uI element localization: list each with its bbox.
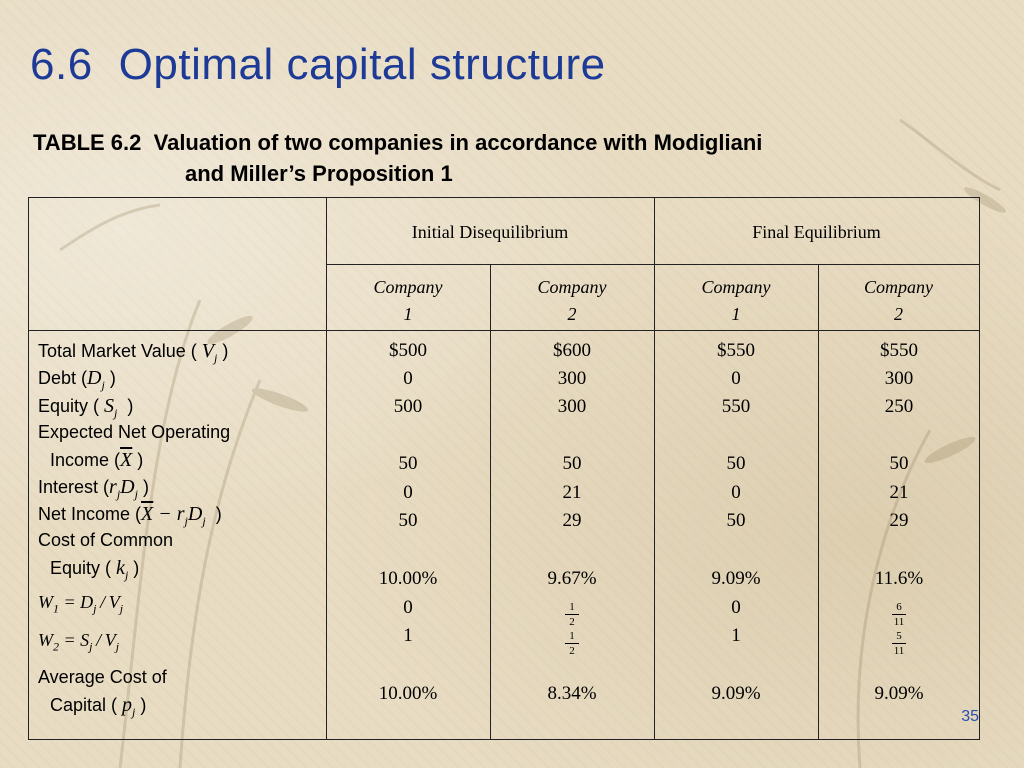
cell-w1: 0 xyxy=(731,597,741,618)
symbol-dj: Dj xyxy=(87,367,105,392)
cell-cost-equity: 9.09% xyxy=(711,568,761,589)
row-label-average-cost: Average Cost of xyxy=(38,667,167,687)
company-name: Company xyxy=(537,277,607,297)
table-divider xyxy=(326,264,979,265)
cell-interest: 21 xyxy=(889,482,909,503)
row-label-cost-equity: Equity ( kj ) xyxy=(50,557,140,582)
cell-w1: 0 xyxy=(403,597,413,618)
company-number: 1 xyxy=(731,304,741,324)
cell-w2: 1 xyxy=(403,625,413,646)
row-label-capital: Capital ( pj ) xyxy=(50,694,147,719)
group-header-final: Final Equilibrium xyxy=(752,222,881,242)
cell-debt: 300 xyxy=(557,368,587,389)
section-number: 6.6 xyxy=(30,40,93,89)
cell-debt: 0 xyxy=(403,368,413,389)
cell-equity: 550 xyxy=(721,396,751,417)
slide-title: 6.6 Optimal capital structure xyxy=(30,40,606,90)
company-name: Company xyxy=(701,277,771,297)
cell-cost-equity: 11.6% xyxy=(874,568,924,589)
table-caption: TABLE 6.2 Valuation of two companies in … xyxy=(33,127,762,189)
cell-noi: 50 xyxy=(398,453,418,474)
company-header: Company 1 xyxy=(326,274,490,328)
symbol-sj: Sj xyxy=(104,395,118,420)
symbol-xbar-minus-rjdj: X − rjDj xyxy=(141,503,206,528)
table-divider xyxy=(818,265,819,739)
company-number: 2 xyxy=(894,304,903,324)
company-header: Company 1 xyxy=(654,274,818,328)
cell-total-market-value: $600 xyxy=(553,340,591,361)
row-label-net-income: Net Income (X − rjDj ) xyxy=(38,503,222,528)
row-label-total-market-value: Total Market Value ( Vj ) xyxy=(38,340,229,365)
row-label-w2: W2 = Sj / Vj xyxy=(38,630,119,655)
company-number: 1 xyxy=(403,304,413,324)
symbol-w2-formula: W2 = Sj / Vj xyxy=(38,630,120,654)
cell-total-market-value: $500 xyxy=(389,340,427,361)
table-divider xyxy=(490,265,491,739)
cell-equity: 300 xyxy=(557,396,587,417)
cell-noi: 50 xyxy=(889,453,909,474)
row-label-cost-of-common: Cost of Common xyxy=(38,530,174,550)
symbol-w1-formula: W1 = Dj / Vj xyxy=(38,592,124,616)
cell-net-income: 50 xyxy=(398,510,418,531)
cell-w1: 6 11 xyxy=(819,594,979,628)
cell-interest: 21 xyxy=(562,482,582,503)
cell-noi: 50 xyxy=(726,453,746,474)
section-title: Optimal capital structure xyxy=(118,40,606,89)
cell-average-cost: 9.09% xyxy=(874,683,924,704)
cell-interest: 0 xyxy=(731,482,741,503)
cell-debt: 0 xyxy=(731,368,741,389)
symbol-pj: pj xyxy=(122,694,136,719)
cell-noi: 50 xyxy=(562,453,582,474)
cell-w2: 5 11 xyxy=(819,623,979,657)
symbol-xbar: X xyxy=(120,449,133,471)
row-label-w1: W1 = Dj / Vj xyxy=(38,592,123,617)
table-divider xyxy=(654,198,655,739)
cell-total-market-value: $550 xyxy=(880,340,918,361)
fraction: 5 11 xyxy=(892,630,906,657)
cell-average-cost: 9.09% xyxy=(711,683,761,704)
page-number: 35 xyxy=(961,708,979,725)
company-header: Company 2 xyxy=(490,274,654,328)
table-caption-prefix: TABLE 6.2 xyxy=(33,130,142,155)
cell-total-market-value: $550 xyxy=(717,340,755,361)
row-label-equity: Equity ( Sj ) xyxy=(38,395,134,420)
table-caption-line1: Valuation of two companies in accordance… xyxy=(153,130,763,155)
symbol-kj: kj xyxy=(116,557,129,582)
cell-net-income: 50 xyxy=(726,510,746,531)
fraction: 6 11 xyxy=(892,601,906,628)
row-label-debt: Debt (Dj ) xyxy=(38,367,116,392)
group-header-initial: Initial Disequilibrium xyxy=(411,222,569,242)
company-number: 2 xyxy=(567,304,577,324)
cell-cost-equity: 9.67% xyxy=(547,568,597,589)
cell-net-income: 29 xyxy=(889,510,909,531)
row-label-expected-noi: Expected Net Operating xyxy=(38,422,231,442)
row-label-interest: Interest (rjDj ) xyxy=(38,476,149,501)
cell-equity: 250 xyxy=(884,396,914,417)
table-divider xyxy=(326,198,327,739)
company-name: Company xyxy=(373,277,443,297)
valuation-table: Initial Disequilibrium Final Equilibrium… xyxy=(28,197,980,740)
row-label-income: Income (X ) xyxy=(50,449,144,471)
cell-average-cost: 10.00% xyxy=(378,683,438,704)
symbol-rjdj: rjDj xyxy=(109,476,138,501)
company-name: Company xyxy=(864,277,933,297)
cell-debt: 300 xyxy=(884,368,914,389)
cell-net-income: 29 xyxy=(562,510,582,531)
table-caption-line2: and Miller’s Proposition 1 xyxy=(185,161,453,186)
cell-equity: 500 xyxy=(393,396,423,417)
cell-w2: 1 xyxy=(731,625,741,646)
symbol-vj: Vj xyxy=(201,340,218,365)
cell-average-cost: 8.34% xyxy=(547,683,597,704)
company-header: Company 2 xyxy=(818,274,979,328)
cell-cost-equity: 10.00% xyxy=(378,568,438,589)
table-divider xyxy=(29,330,979,331)
cell-interest: 0 xyxy=(403,482,413,503)
